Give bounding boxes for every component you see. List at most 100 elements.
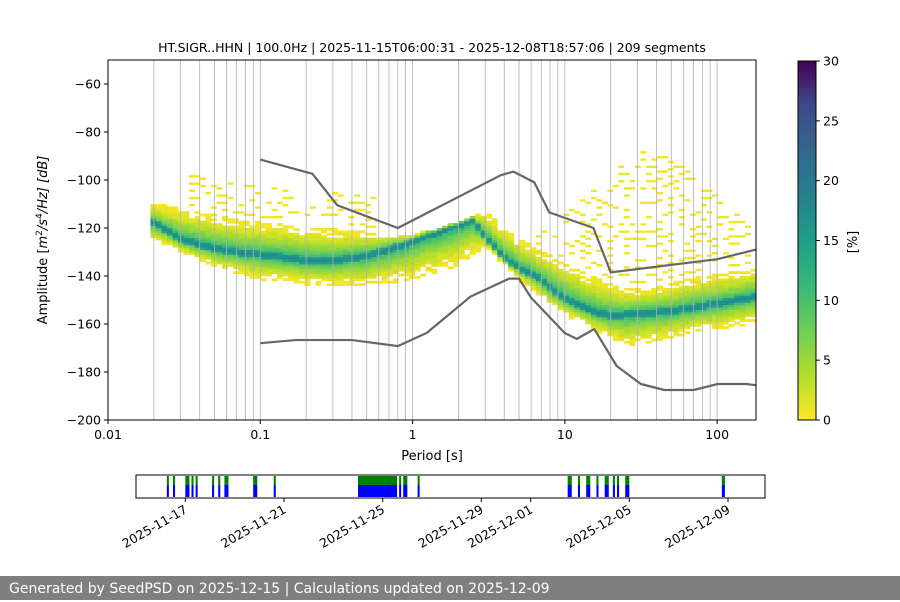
heat-cell xyxy=(277,240,283,243)
heat-cell-outlier xyxy=(255,192,261,195)
heat-cell xyxy=(354,252,361,255)
heat-cell xyxy=(557,300,564,303)
heat-cell xyxy=(425,232,432,236)
heat-cell xyxy=(733,302,740,306)
heat-cell xyxy=(557,288,564,291)
heat-cell xyxy=(233,252,239,255)
heat-cell xyxy=(596,331,603,334)
heat-cell xyxy=(288,264,294,267)
heat-cell xyxy=(299,280,305,284)
heat-cell xyxy=(304,254,311,258)
heat-cell xyxy=(541,264,548,267)
heat-cell xyxy=(651,304,658,308)
heat-cell xyxy=(596,278,603,282)
heat-cell xyxy=(260,244,267,248)
heat-cell xyxy=(183,247,190,250)
heat-cell-outlier xyxy=(233,211,239,214)
heat-cell-outlier xyxy=(332,213,339,216)
heat-cell xyxy=(557,273,564,277)
heat-cell xyxy=(211,252,217,255)
heat-cell xyxy=(689,285,696,289)
heat-cell xyxy=(623,319,630,322)
heat-cell xyxy=(299,249,305,253)
heat-cell xyxy=(722,302,729,306)
heat-cell xyxy=(414,264,421,267)
heat-cell xyxy=(227,235,234,238)
heat-cell xyxy=(332,266,339,270)
heat-cell xyxy=(722,312,729,315)
heat-cell xyxy=(744,278,751,282)
heat-cell xyxy=(491,232,498,236)
heat-cell xyxy=(579,302,586,306)
heat-cell xyxy=(337,283,344,286)
heat-cell-outlier xyxy=(667,175,674,178)
heat-cell xyxy=(475,242,482,246)
heat-cell xyxy=(255,249,261,253)
heat-cell xyxy=(183,242,190,246)
heat-cell xyxy=(244,252,250,255)
heat-cell xyxy=(354,268,361,272)
heat-cell-outlier xyxy=(667,283,674,286)
heat-cell xyxy=(370,244,377,248)
heat-cell-outlier xyxy=(695,225,702,228)
heat-cell xyxy=(645,302,652,306)
heat-cell xyxy=(541,285,548,289)
heat-cell xyxy=(442,249,449,253)
heat-cell xyxy=(717,312,724,315)
heat-cell xyxy=(238,266,245,270)
heat-cell xyxy=(629,292,636,296)
timeline-date-ticks: 2025-11-17 2025-11-21 2025-11-25 2025-11-29… xyxy=(119,498,733,551)
heat-cell xyxy=(425,259,432,262)
heat-cell xyxy=(354,261,361,265)
heat-cell xyxy=(337,276,344,279)
heat-cell xyxy=(574,304,581,308)
heat-cell xyxy=(530,285,537,289)
heat-cell xyxy=(337,259,344,262)
y-tick-label: −100 xyxy=(67,173,101,188)
x-tick-label: 100 xyxy=(705,427,729,442)
heat-cell xyxy=(255,225,261,229)
heat-cell xyxy=(717,319,724,322)
heat-cell-outlier xyxy=(574,240,581,243)
heat-cell-outlier xyxy=(678,194,685,197)
heat-cell xyxy=(612,319,619,322)
heat-cell xyxy=(480,223,487,226)
heat-cell xyxy=(739,280,746,284)
heat-cell xyxy=(684,288,691,291)
available-segment xyxy=(721,476,725,485)
heat-cell xyxy=(403,259,410,262)
heat-cell xyxy=(530,249,537,253)
heat-cell-outlier xyxy=(271,208,278,212)
heat-cell xyxy=(155,208,162,212)
heat-cell xyxy=(458,240,465,243)
heat-cell xyxy=(733,295,740,298)
heat-cell xyxy=(337,230,344,234)
heat-cell xyxy=(557,268,564,272)
heat-cell xyxy=(216,228,223,231)
heat-cell xyxy=(282,230,289,234)
heat-cell xyxy=(530,278,537,282)
heat-cell xyxy=(453,256,460,260)
heat-cell xyxy=(601,283,608,286)
available-segment xyxy=(212,476,215,485)
heat-cell xyxy=(623,304,630,308)
heat-cell xyxy=(524,261,531,265)
heat-cell-outlier xyxy=(194,211,201,214)
heat-cell xyxy=(585,312,592,315)
heat-cell xyxy=(293,242,300,246)
heat-cell xyxy=(502,230,509,234)
heat-cell xyxy=(321,276,328,279)
heat-cell xyxy=(216,261,223,265)
heat-cell xyxy=(150,216,157,219)
heat-cell xyxy=(260,247,267,250)
heat-cell xyxy=(249,249,256,253)
heat-cell xyxy=(227,237,234,241)
heat-cell xyxy=(244,244,250,248)
heat-cell xyxy=(398,237,405,241)
heat-cell-outlier xyxy=(249,184,256,188)
heat-cell-outlier xyxy=(645,230,652,233)
heat-cell xyxy=(750,290,757,294)
heat-cell xyxy=(161,213,168,217)
heat-cell xyxy=(535,273,542,277)
